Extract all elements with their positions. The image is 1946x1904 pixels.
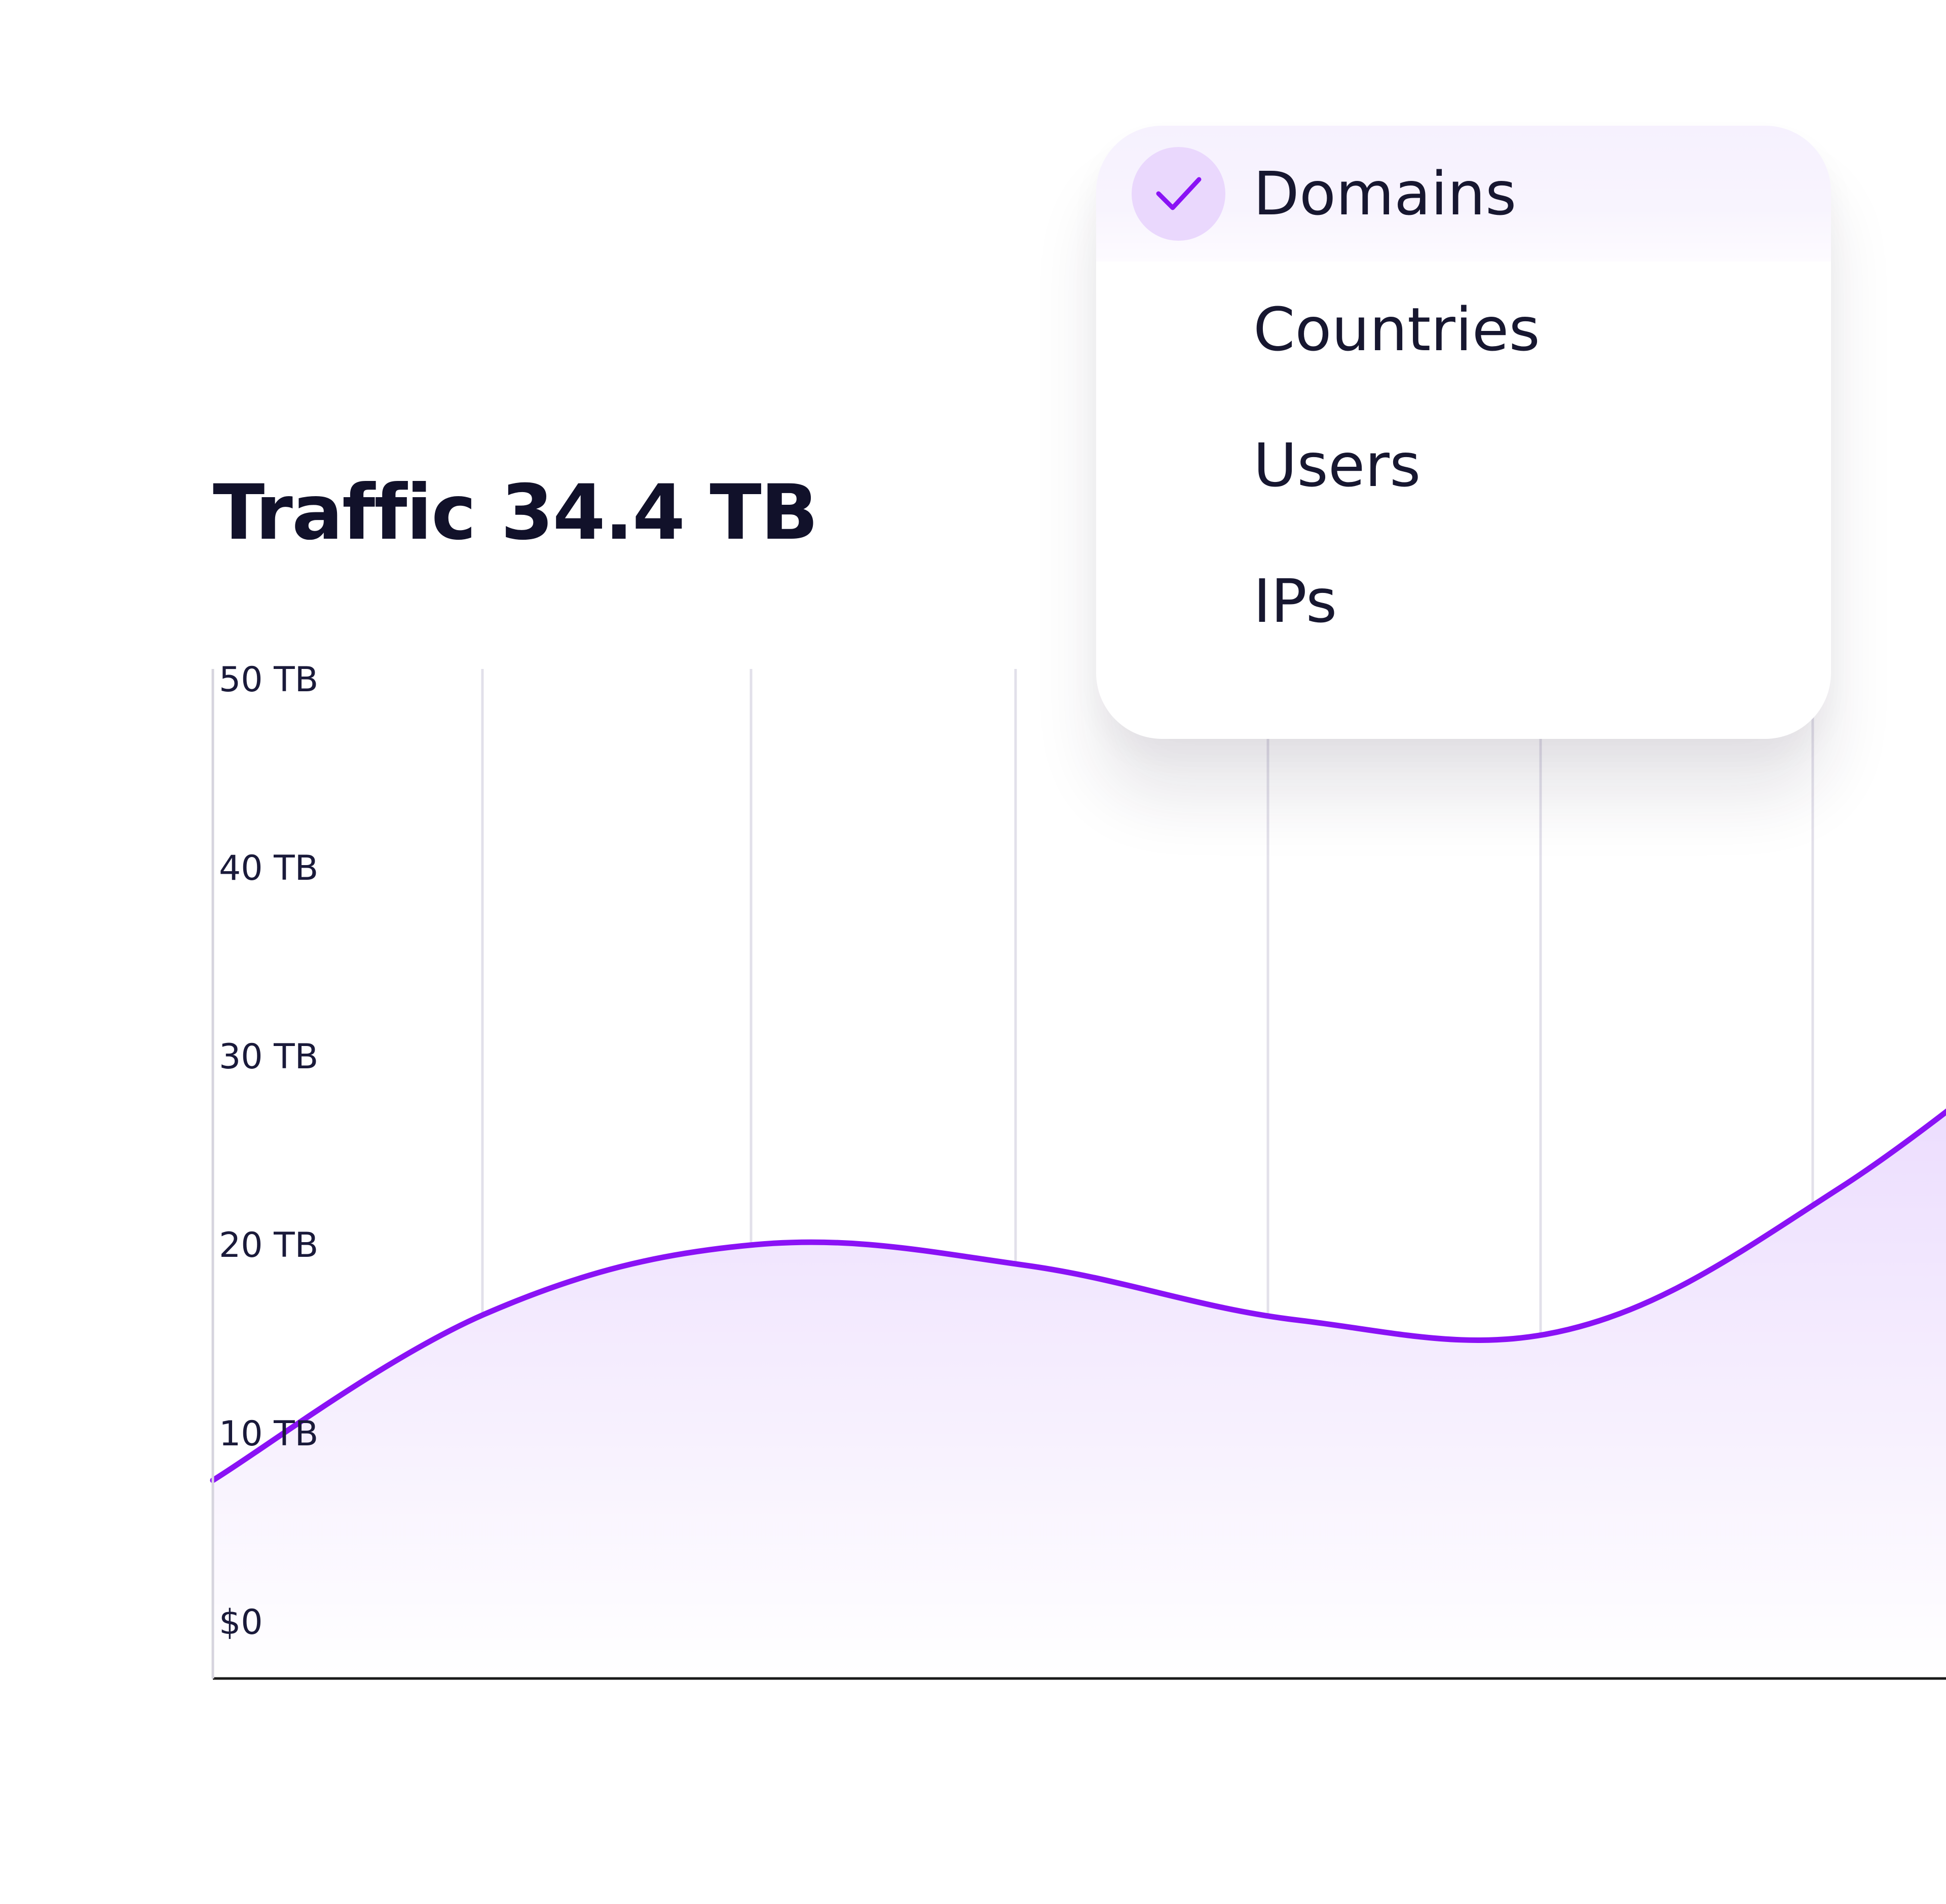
dropdown-item-countries[interactable]: Countries: [1096, 262, 1831, 397]
y-axis-ticks: $0 10 TB 20 TB 30 TB 40 TB 50 TB: [219, 660, 318, 1642]
dropdown-item-label: IPs: [1253, 566, 1337, 636]
dropdown-item-users[interactable]: Users: [1096, 397, 1831, 533]
y-tick-label: 10 TB: [219, 1414, 318, 1454]
y-tick-label: 20 TB: [219, 1225, 318, 1265]
check-icon: [1132, 146, 1225, 241]
y-tick-label: 50 TB: [219, 660, 318, 700]
y-tick-label: $0: [219, 1602, 263, 1642]
y-tick-label: 30 TB: [219, 1037, 318, 1077]
dropdown-item-ips[interactable]: IPs: [1096, 533, 1831, 669]
dropdown-item-label: Countries: [1253, 294, 1540, 364]
area-fill: [213, 1112, 1946, 1678]
metric-dropdown[interactable]: Domains Countries Users IPs: [1096, 126, 1831, 739]
dropdown-item-label: Domains: [1253, 159, 1517, 229]
dropdown-item-domains[interactable]: Domains: [1096, 126, 1831, 262]
chart-title: Traffic 34.4 TB: [213, 469, 818, 557]
dropdown-item-label: Users: [1253, 430, 1421, 500]
series-line: [210, 1108, 1946, 1483]
y-tick-label: 40 TB: [219, 848, 318, 888]
